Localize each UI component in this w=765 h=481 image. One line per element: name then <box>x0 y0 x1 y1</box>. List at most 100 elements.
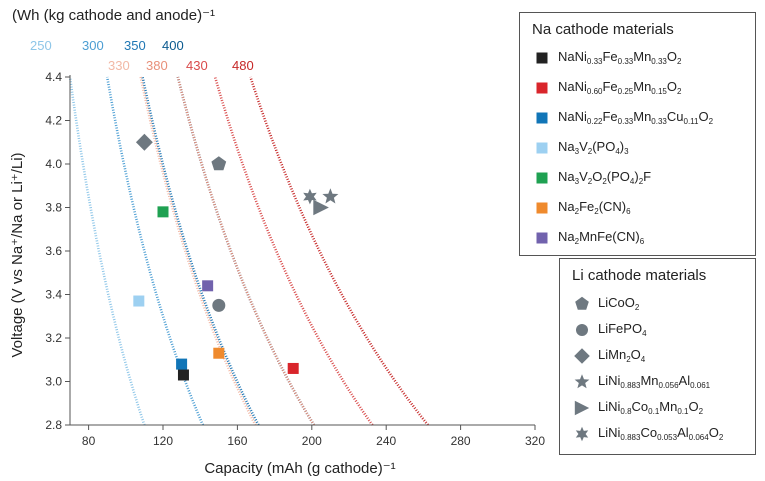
legend-subscript: 0.33 <box>651 57 667 66</box>
energy-label-250: 250 <box>30 38 52 53</box>
legend-text: Co <box>631 399 649 414</box>
legend-text: V <box>579 169 588 184</box>
legend-text: Al <box>678 373 691 388</box>
legend-subscript: 0.22 <box>586 117 603 126</box>
legend-subscript: 2 <box>587 147 593 156</box>
y-tick-label: 3.6 <box>45 244 62 258</box>
x-axis-ticks: 80 120 160 200 240 280 320 <box>82 425 545 448</box>
y-tick-label: 3.8 <box>45 201 62 215</box>
legend-marker <box>575 296 589 310</box>
energy-curve-430 <box>213 76 374 426</box>
data-points <box>133 133 339 381</box>
legend-item: Na3V2(PO4)3 <box>558 139 629 156</box>
legend-item: NaNi0.33Fe0.33Mn0.33O2 <box>558 49 681 66</box>
legend-subscript: 2 <box>677 87 682 96</box>
energy-label-350: 350 <box>124 38 146 53</box>
energy-curve-330 <box>139 76 257 426</box>
legend-text: Mn <box>633 109 652 124</box>
legend-marker-shape <box>536 142 548 154</box>
legend-text: Fe <box>602 79 618 94</box>
legend-marker-shape <box>574 374 590 389</box>
legend-text: O <box>666 49 677 64</box>
legend-subscript: 2 <box>626 355 631 364</box>
legend-subscript: 0.33 <box>617 57 634 66</box>
legend-subscript: 0.064 <box>688 433 709 442</box>
legend-item: LiMn2O4 <box>598 347 645 364</box>
legend-marker-shape <box>536 52 548 64</box>
x-tick-label: 200 <box>302 434 322 448</box>
legend-text: NaNi <box>558 79 587 94</box>
legend-subscript: 2 <box>698 407 704 416</box>
legend-marker-shape <box>536 112 548 124</box>
legend-text: LiMn <box>598 347 627 362</box>
x-tick-label: 120 <box>153 434 173 448</box>
data-point <box>303 188 317 205</box>
legend-text: O <box>666 79 677 94</box>
legend-item: LiNi0.883Co0.053Al0.064O2 <box>598 425 723 442</box>
legend-subscript: 2 <box>718 433 724 442</box>
legend-marker <box>576 324 588 336</box>
energy-curve-480 <box>249 76 429 426</box>
energy-curve-250 <box>68 76 146 426</box>
legend-item: Na2Fe2(CN)6 <box>558 199 631 216</box>
legend-subscript: 0.15 <box>651 87 667 96</box>
legend-subscript: 2 <box>574 207 580 216</box>
energy-label-400: 400 <box>162 38 184 53</box>
legend-text: O <box>630 347 641 362</box>
legend-subscript: 0.883 <box>620 433 641 442</box>
legend-marker <box>536 82 548 94</box>
legend-marker-shape <box>536 232 548 244</box>
energy-label-330: 330 <box>108 58 130 73</box>
x-tick-label: 160 <box>227 434 247 448</box>
legend-subscript: 2 <box>574 237 580 246</box>
legend-subscript: 2 <box>602 177 607 186</box>
legend-subscript: 4 <box>629 177 635 186</box>
legend-subscript: 2 <box>587 177 593 186</box>
legend-text: O <box>698 109 709 124</box>
legend-marker-shape <box>574 400 590 416</box>
legend-marker-shape <box>576 324 588 336</box>
legend-subscript: 6 <box>639 237 645 246</box>
legend-item: Na2MnFe(CN)6 <box>558 229 644 246</box>
y-axis-ticks: 2.8 3.0 3.2 3.4 3.6 3.8 4.0 4.2 4.4 <box>45 70 70 432</box>
legend-text: Mn <box>640 373 659 388</box>
x-tick-label: 80 <box>82 434 96 448</box>
legend-subscript: 0.056 <box>658 381 679 390</box>
legend-text: LiNi <box>598 425 621 440</box>
legend-marker <box>536 172 548 184</box>
data-point <box>287 362 299 374</box>
data-point <box>177 369 189 381</box>
axes <box>69 75 535 426</box>
legend-text: LiFePO <box>598 321 643 336</box>
y-tick-label: 4.0 <box>45 157 62 171</box>
y-tick-label: 3.0 <box>45 375 62 389</box>
energy-label-430: 430 <box>186 58 208 73</box>
energy-label-380: 380 <box>146 58 168 73</box>
legend-text: Na <box>558 229 575 244</box>
legend-subscript: 4 <box>642 329 647 338</box>
data-point <box>213 347 225 359</box>
legend-text: LiNi <box>598 373 621 388</box>
legend-subscript: 2 <box>634 303 640 312</box>
legend-subscript: 2 <box>677 57 682 66</box>
legend-marker <box>536 112 548 124</box>
legend-text: (CN) <box>598 199 627 214</box>
legend-item: LiCoO2 <box>598 295 639 312</box>
legend-text: Na <box>558 199 575 214</box>
legend-subscript: 3 <box>624 147 629 156</box>
legend-marker-shape <box>575 296 589 310</box>
legend-subscript: 0.061 <box>690 381 711 390</box>
legend-text: V <box>579 139 588 154</box>
legend-text: Mn <box>659 399 678 414</box>
legend-text: LiNi <box>598 399 621 414</box>
legend-marker-shape <box>536 202 548 214</box>
legend-subscript: 0.1 <box>677 407 689 416</box>
legend-text: Na <box>558 139 575 154</box>
legend-subscript: 0.33 <box>586 57 603 66</box>
legend-text: Fe <box>602 49 618 64</box>
energy-curve-350 <box>141 76 260 426</box>
legend-text: O <box>592 169 603 184</box>
legend-marker-shape <box>574 348 590 364</box>
energy-label-480: 480 <box>232 58 254 73</box>
legend-text: Fe <box>602 109 618 124</box>
